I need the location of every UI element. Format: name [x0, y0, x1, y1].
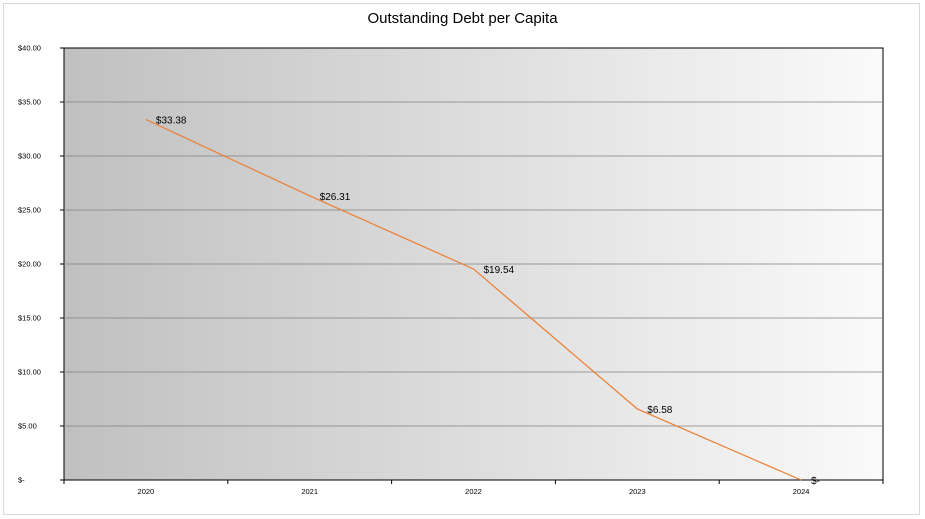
data-label: $19.54 — [484, 265, 515, 276]
y-tick-label: $40.00 — [18, 44, 41, 53]
x-tick-label: 2023 — [629, 487, 646, 496]
y-tick-label: $20.00 — [18, 260, 41, 269]
data-label: $- — [811, 476, 820, 487]
y-tick-label: $30.00 — [18, 152, 41, 161]
y-tick-label: $35.00 — [18, 98, 41, 107]
data-labels: $33.38 $26.31 $19.54 $6.58 $- — [156, 115, 820, 487]
chart-title: Outstanding Debt per Capita — [367, 10, 558, 27]
data-label: $26.31 — [320, 192, 351, 203]
series-line — [145, 118, 802, 481]
y-axis-ticks: $- $5.00 $10.00 $15.00 $20.00 $25.00 $30.00 $35… — [18, 44, 64, 485]
x-tick-label: 2022 — [465, 487, 482, 496]
x-tick-label: 2020 — [138, 487, 155, 496]
y-tick-label: $25.00 — [18, 206, 41, 215]
data-label: $6.58 — [647, 405, 672, 416]
x-axis-ticks: 2020 2021 2022 2023 2024 — [63, 480, 884, 496]
y-tick-label: $- — [18, 476, 25, 485]
y-tick-label: $15.00 — [18, 314, 41, 323]
y-tick-label: $5.00 — [18, 422, 37, 431]
data-label: $33.38 — [156, 115, 187, 126]
x-tick-label: 2021 — [301, 487, 318, 496]
x-tick-label: 2024 — [793, 487, 810, 496]
gridlines — [64, 101, 883, 427]
y-tick-label: $10.00 — [18, 368, 41, 377]
